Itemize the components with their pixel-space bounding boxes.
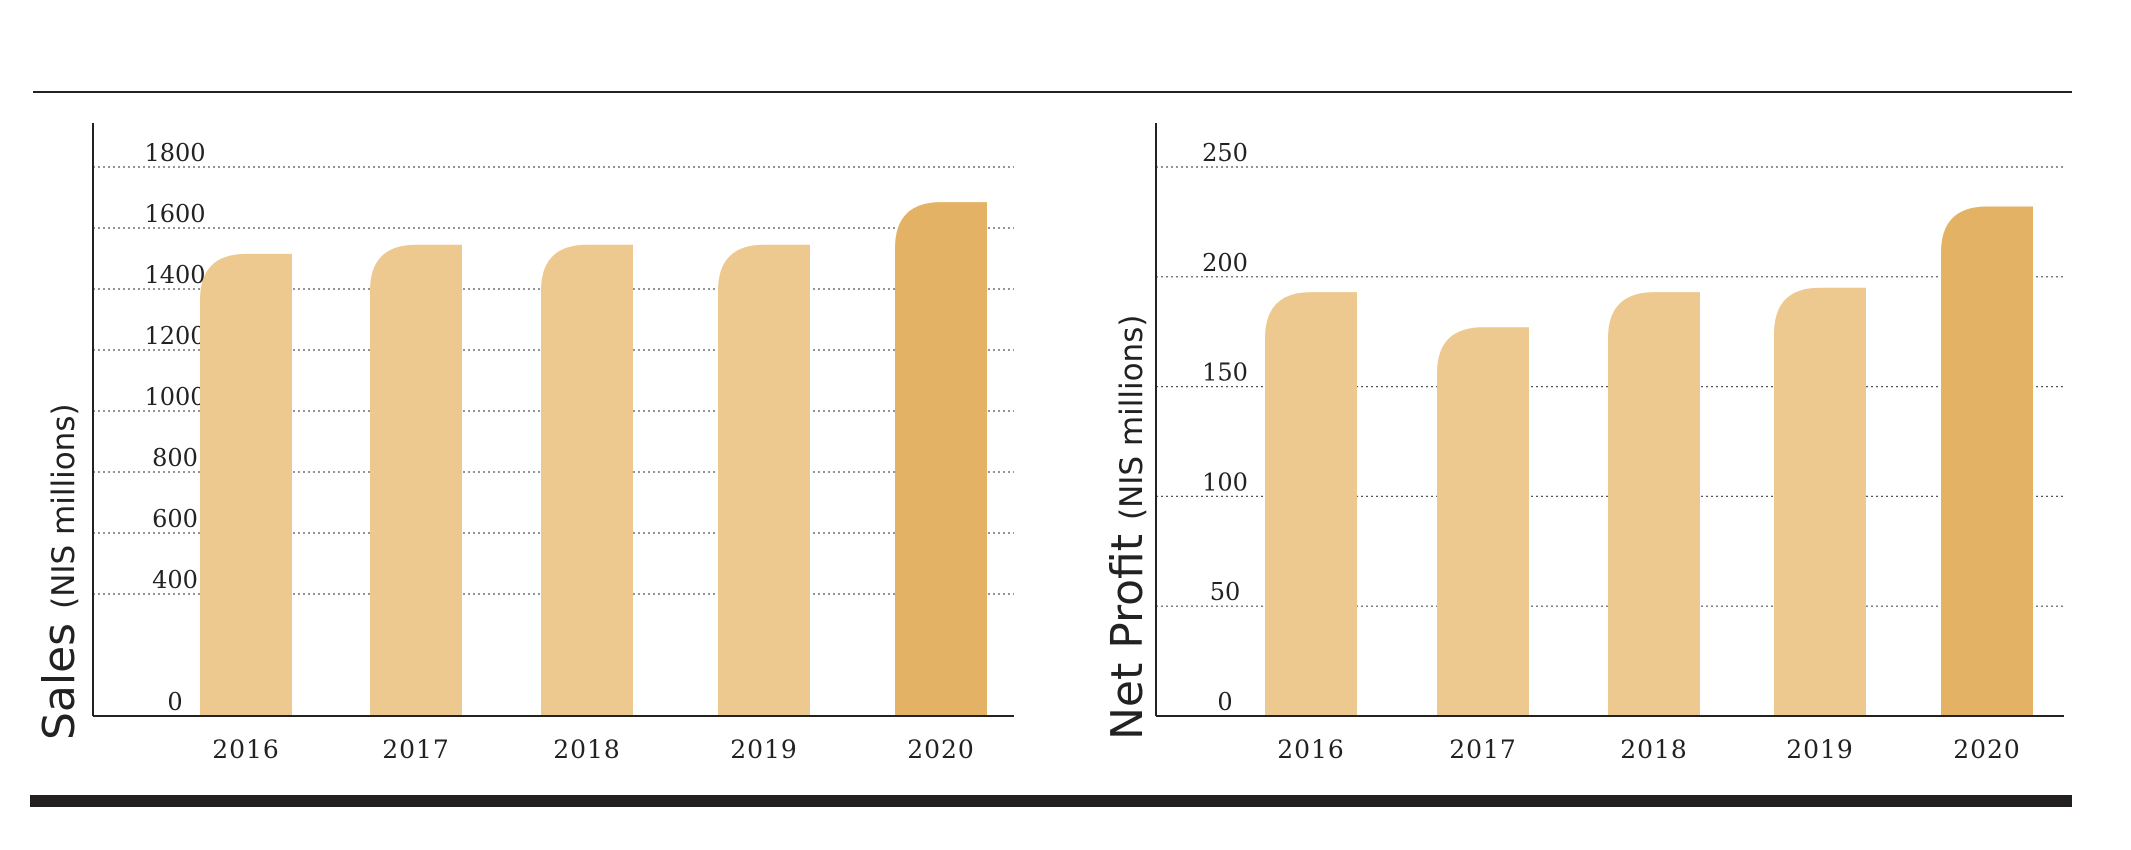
y-tick-label: 150 bbox=[1202, 359, 1248, 387]
bar-2017 bbox=[370, 244, 462, 716]
bar-2020 bbox=[895, 202, 987, 716]
bar-2016 bbox=[1265, 292, 1357, 716]
y-tick-label: 600 bbox=[152, 505, 198, 533]
y-tick-label: 400 bbox=[152, 566, 198, 594]
x-tick-label: 2020 bbox=[907, 735, 975, 764]
x-tick-label: 2017 bbox=[1449, 735, 1517, 764]
x-tick-label: 2018 bbox=[1620, 735, 1688, 764]
y-axis-label-unit: (NIS millions) bbox=[1114, 315, 1150, 520]
bar-2019 bbox=[1774, 287, 1866, 716]
bar-2018 bbox=[1608, 292, 1700, 716]
x-tick-label: 2020 bbox=[1953, 735, 2021, 764]
bar-2017 bbox=[1437, 327, 1529, 716]
bottom-rule bbox=[30, 795, 2072, 807]
net-profit-chart: 0 50 100 150 200 250 2016 2017 2018 2019 2020 Net P… bbox=[1102, 123, 2064, 764]
x-tick-label: 2019 bbox=[730, 735, 798, 764]
x-tick-label: 2016 bbox=[212, 735, 280, 764]
y-tick-label: 1000 bbox=[144, 383, 205, 411]
bar-2019 bbox=[718, 244, 810, 716]
sales-chart: 0 400 600 800 1000 1200 1400 1600 1800 2016 2017 20… bbox=[34, 123, 1014, 764]
x-tick-label: 2018 bbox=[553, 735, 621, 764]
y-tick-label: 1400 bbox=[144, 261, 205, 289]
y-tick-label: 0 bbox=[1217, 688, 1232, 716]
y-tick-label: 100 bbox=[1202, 468, 1248, 496]
y-axis-label-unit: (NIS millions) bbox=[46, 403, 82, 608]
y-tick-label: 1600 bbox=[144, 200, 205, 228]
y-tick-label: 250 bbox=[1202, 139, 1248, 167]
x-tick-label: 2016 bbox=[1277, 735, 1345, 764]
y-tick-label: 800 bbox=[152, 444, 198, 472]
y-tick-label: 0 bbox=[167, 688, 182, 716]
y-tick-label: 50 bbox=[1210, 578, 1241, 606]
y-axis-label: Sales (NIS millions) bbox=[34, 403, 85, 740]
y-tick-label: 1800 bbox=[144, 139, 205, 167]
y-tick-label: 1200 bbox=[144, 322, 205, 350]
y-tick-label: 200 bbox=[1202, 249, 1248, 277]
bar-2020 bbox=[1941, 206, 2033, 716]
y-axis-label-main: Sales bbox=[34, 609, 85, 740]
y-axis-label: Net Profit (NIS millions) bbox=[1102, 315, 1153, 740]
bar-2016 bbox=[200, 253, 292, 717]
y-axis-label-main: Net Profit bbox=[1102, 520, 1153, 740]
x-tick-label: 2017 bbox=[382, 735, 450, 764]
x-tick-label: 2019 bbox=[1786, 735, 1854, 764]
bar-2018 bbox=[541, 244, 633, 716]
